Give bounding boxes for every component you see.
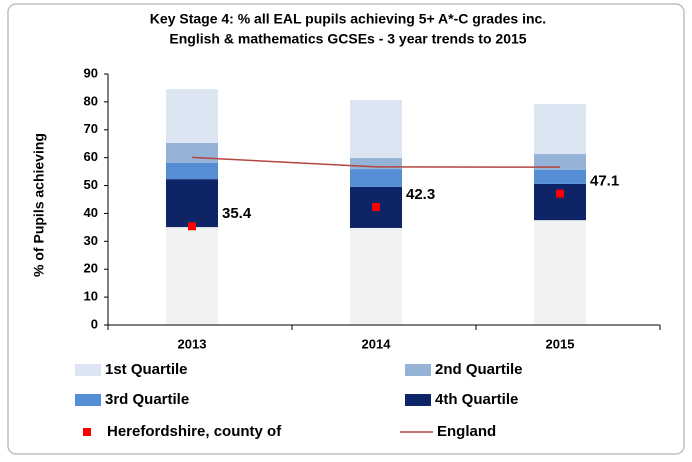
bar-segment: [166, 89, 218, 143]
bar-segment: [166, 227, 218, 325]
x-tick-label: 2015: [546, 336, 575, 351]
legend-swatch: [405, 394, 431, 406]
data-label: 35.4: [222, 205, 252, 222]
bar-segment: [534, 154, 586, 170]
england-line: [191, 156, 561, 168]
point: [372, 203, 380, 212]
x-tick-label: 2014: [362, 336, 392, 351]
bar-segment: [350, 227, 402, 325]
y-tick-label: 40: [84, 205, 98, 220]
chart-title: Key Stage 4: % all EAL pupils achieving …: [150, 11, 546, 27]
bar-segment: [534, 169, 586, 184]
x-tick-label: 2013: [178, 336, 207, 351]
legend-swatch: [75, 364, 101, 376]
point: [188, 222, 196, 231]
y-tick-label: 50: [84, 177, 98, 192]
bar-segment: [350, 157, 402, 170]
y-axis-title: % of Pupils achieving: [31, 133, 47, 277]
y-tick-label: 30: [84, 233, 98, 248]
y-tick-label: 70: [84, 121, 98, 136]
bar-segment: [350, 169, 402, 187]
legend-label: 1st Quartile: [105, 361, 188, 378]
bar-segment: [534, 220, 586, 325]
legend-label: 4th Quartile: [435, 391, 518, 408]
legend-swatch: [83, 428, 91, 436]
bar-segment: [166, 142, 218, 163]
bar-segment: [534, 104, 586, 155]
bar-segment: [166, 162, 218, 180]
point: [556, 189, 564, 198]
y-tick-label: 60: [84, 149, 98, 164]
bar-segment: [166, 179, 218, 228]
bar-segment: [350, 99, 402, 158]
y-tick-label: 80: [84, 93, 98, 108]
chart-title: English & mathematics GCSEs - 3 year tre…: [169, 31, 526, 47]
y-tick-label: 10: [84, 289, 98, 304]
legend-label: Herefordshire, county of: [107, 423, 282, 440]
legend-swatch: [75, 394, 101, 406]
legend-label: 3rd Quartile: [105, 391, 189, 408]
y-tick-label: 90: [84, 65, 98, 80]
data-label: 47.1: [590, 173, 619, 190]
y-tick-label: 0: [91, 316, 98, 331]
legend-label: 2nd Quartile: [435, 361, 523, 378]
y-tick-label: 20: [84, 261, 98, 276]
legend-label: England: [437, 423, 496, 440]
bar-segment: [534, 183, 586, 221]
data-label: 42.3: [406, 186, 435, 203]
legend-swatch: [405, 364, 431, 376]
